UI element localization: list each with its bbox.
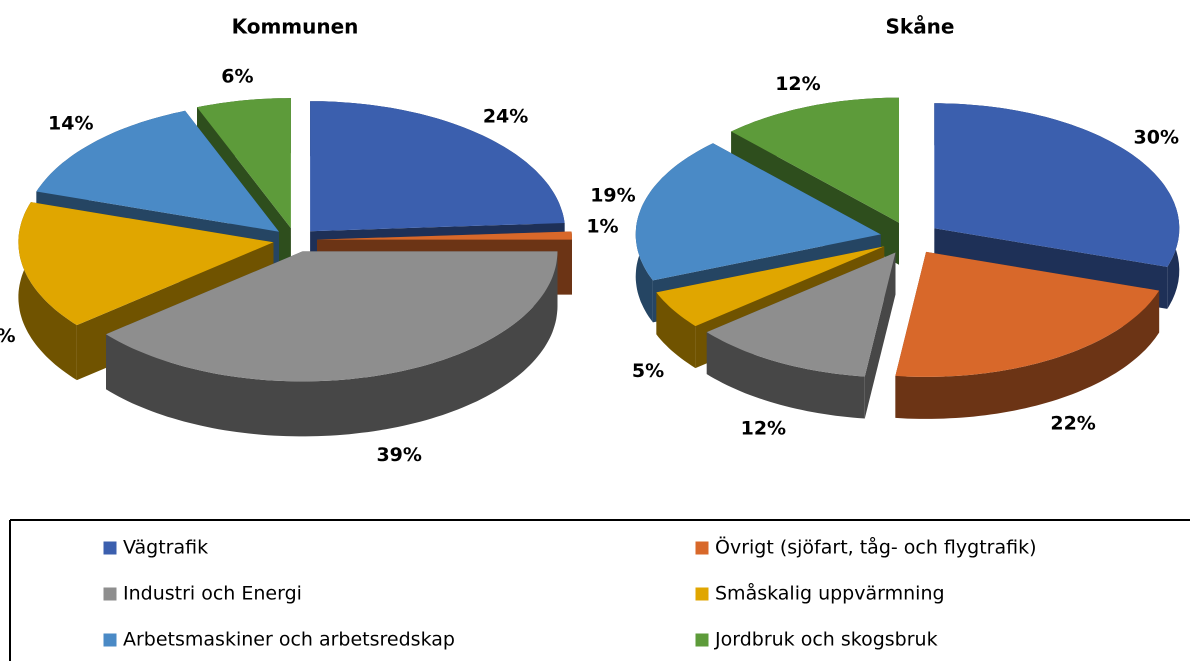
chart-title: Kommunen	[232, 15, 359, 39]
slice	[18, 202, 274, 326]
legend-swatch	[694, 586, 710, 602]
legend-label: Arbetsmaskiner och arbetsredskap	[123, 629, 455, 651]
slice-side	[18, 202, 77, 381]
legend-label: Vägtrafik	[123, 537, 208, 559]
legend-swatch	[694, 632, 710, 648]
legend-swatch	[694, 540, 710, 556]
slice	[934, 103, 1180, 267]
slice-side	[895, 290, 1160, 419]
value-label: 30%	[1134, 127, 1179, 149]
slice-side	[106, 251, 558, 437]
slice	[656, 246, 885, 327]
slice	[317, 231, 572, 240]
value-label: 5%	[632, 360, 664, 382]
legend-swatch	[102, 540, 118, 556]
legend-label: Övrigt (sjöfart, tåg- och flygtrafik)	[715, 536, 1037, 559]
legend-label: Småskalig uppvärmning	[715, 582, 945, 605]
value-label: 12%	[741, 418, 786, 440]
value-label: 16%	[0, 325, 16, 347]
slice-side	[656, 292, 696, 369]
value-label: 19%	[590, 184, 635, 206]
value-label: 22%	[1050, 413, 1095, 435]
legend-label: Industri och Energi	[123, 583, 302, 605]
slice-side	[571, 231, 572, 295]
slice	[635, 143, 881, 281]
slice	[106, 251, 558, 382]
slice	[731, 97, 899, 223]
slice	[310, 101, 565, 232]
value-label: 14%	[48, 113, 93, 135]
slice-side	[706, 332, 865, 419]
value-label: 12%	[775, 73, 820, 95]
legend-swatch	[102, 586, 118, 602]
value-label: 24%	[483, 106, 528, 128]
value-label: 39%	[376, 444, 421, 466]
slice	[197, 98, 291, 229]
slice	[706, 252, 896, 377]
value-label: 6%	[221, 66, 253, 88]
legend-label: Jordbruk och skogsbruk	[714, 629, 938, 651]
slice	[36, 110, 280, 232]
legend-swatch	[102, 632, 118, 648]
value-label: 1%	[586, 216, 618, 238]
chart-title: Skåne	[885, 15, 954, 39]
slice	[895, 251, 1160, 377]
